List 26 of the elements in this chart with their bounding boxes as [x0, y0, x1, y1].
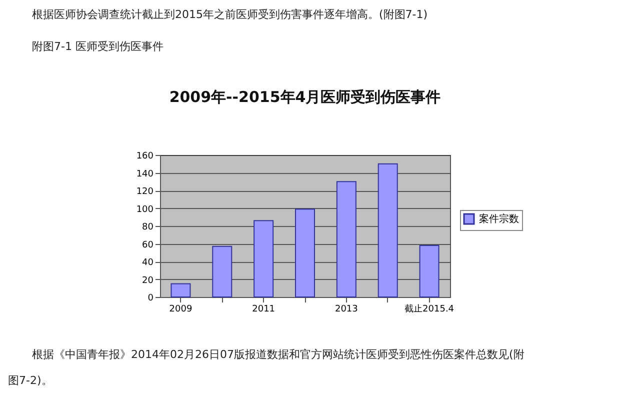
text: 根据《中国青年报》2014年02月26日07版报道数据和官方网站统计医师受到恶性伤医案件总数见(附 [32, 348, 524, 361]
legend-label: 案件宗数 [479, 213, 519, 225]
y-tick-label: 60 [142, 240, 154, 250]
y-tick-label: 120 [136, 187, 154, 197]
bar [419, 245, 440, 298]
x-tick-label: 2009 [169, 304, 192, 314]
y-tick-label: 140 [136, 169, 154, 180]
y-tick-label: 40 [142, 258, 154, 268]
bar [378, 163, 398, 298]
bar [254, 220, 274, 298]
y-tick-label: 0 [148, 294, 154, 304]
text: 根据医师协会调查统计截止到2015年之前医师受到伤害事件逐年增高。(附图7-1) [32, 8, 428, 21]
y-tick-label: 100 [136, 204, 154, 215]
x-tick-label: 2011 [252, 304, 276, 314]
y-tick-label: 20 [142, 276, 154, 286]
x-tick-label: 截止2015.4 [404, 304, 454, 314]
bar [336, 181, 356, 298]
x-tick-label: 2013 [334, 304, 358, 314]
chart-title: 2009年--2015年4月医师受到伤医事件 [169, 88, 441, 106]
text: 附图7-1 医师受到伤医事件 [32, 40, 164, 53]
y-tick-label: 80 [142, 222, 154, 232]
y-tick-label: 160 [136, 152, 154, 162]
bar [295, 208, 315, 298]
bar [170, 283, 191, 298]
bar [212, 246, 232, 298]
caption: 图7-2)。 [8, 374, 52, 387]
